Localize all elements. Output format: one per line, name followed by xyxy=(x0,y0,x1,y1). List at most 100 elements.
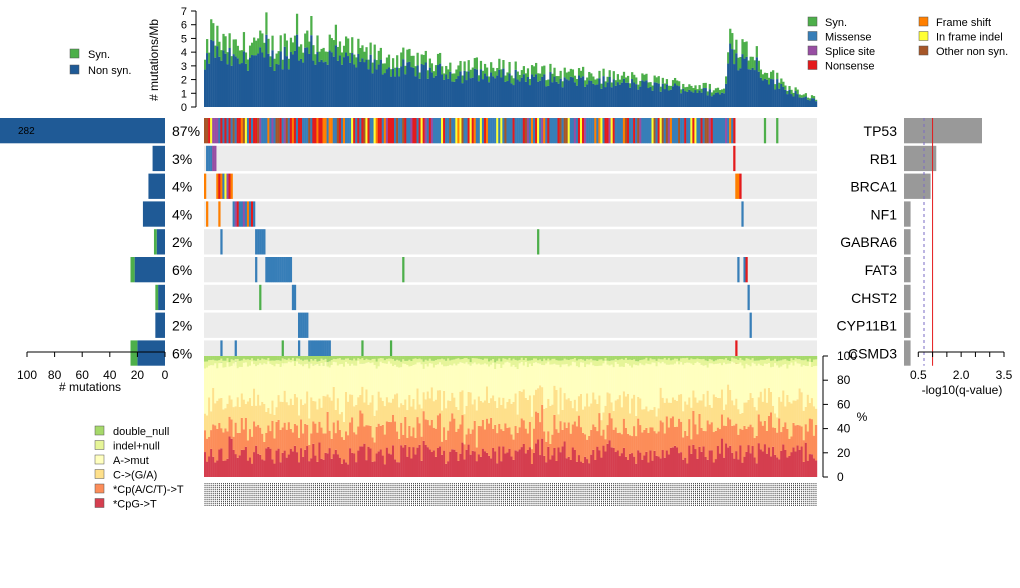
rate-bar-nonsyn xyxy=(224,53,227,107)
rate-bar-nonsyn xyxy=(504,81,507,107)
spectrum-segment xyxy=(682,364,685,412)
spectrum-segment xyxy=(404,363,407,400)
spectrum-segment xyxy=(541,364,544,388)
spectrum-segment xyxy=(408,395,411,426)
spectrum-segment xyxy=(436,359,440,365)
spectrum-segment xyxy=(669,418,673,448)
spectrum-segment xyxy=(402,447,405,477)
spectrum-segment xyxy=(244,362,248,405)
rate-bar-syn xyxy=(402,47,405,60)
spectrum-segment xyxy=(216,400,219,429)
oncoprint-cell xyxy=(547,118,550,144)
spectrum-segment xyxy=(455,358,458,366)
spectrum-segment xyxy=(204,368,207,414)
significance-tick-label: 3.5 xyxy=(996,368,1013,382)
rate-bar-nonsyn xyxy=(682,88,685,107)
rate-bar-syn xyxy=(371,62,374,74)
spectrum-segment xyxy=(494,369,497,402)
spectrum-segment xyxy=(216,368,219,401)
spectrum-segment xyxy=(516,451,519,477)
rate-bar-nonsyn xyxy=(320,59,323,107)
count-bar-nonsyn xyxy=(158,284,165,311)
spectrum-segment xyxy=(718,398,722,430)
rate-bar-nonsyn xyxy=(330,52,333,107)
spectrum-segment xyxy=(295,361,299,398)
spectrum-segment xyxy=(545,356,548,361)
spectrum-segment xyxy=(786,356,789,361)
spectrum-segment xyxy=(637,396,640,419)
oncoprint-cell xyxy=(275,257,278,283)
oncoprint-cell xyxy=(222,173,225,199)
rate-bar-syn xyxy=(565,72,568,80)
spectrum-segment xyxy=(565,363,568,400)
rate-bar-syn xyxy=(467,60,470,72)
rate-bar-syn xyxy=(620,75,624,83)
spectrum-segment xyxy=(763,420,767,445)
spectrum-segment xyxy=(659,363,662,388)
spectrum-segment xyxy=(549,443,552,460)
spectrum-segment xyxy=(342,459,346,477)
spectrum-segment xyxy=(208,365,211,398)
spectrum-segment xyxy=(657,408,660,432)
oncoprint-cell xyxy=(516,118,519,144)
spectrum-segment xyxy=(269,356,272,361)
spectrum-segment xyxy=(639,452,642,477)
rate-bar-nonsyn xyxy=(453,81,456,107)
spectrum-segment xyxy=(520,447,523,477)
spectrum-segment xyxy=(349,356,352,360)
oncoprint-cell xyxy=(383,118,387,144)
rate-bar-nonsyn xyxy=(263,57,266,107)
oncoprint-cell xyxy=(342,118,346,144)
spectrum-segment xyxy=(436,415,440,448)
count-bar-nonsyn xyxy=(156,229,165,255)
rate-bar-nonsyn xyxy=(406,62,409,107)
spectrum-segment xyxy=(759,359,763,366)
spectrum-segment xyxy=(661,356,664,360)
oncoprint-cell xyxy=(295,118,299,144)
spectrum-segment xyxy=(767,415,771,448)
spectrum-segment xyxy=(273,438,276,464)
rate-bar-nonsyn xyxy=(610,87,613,107)
spectrum-segment xyxy=(782,356,785,360)
spectrum-segment xyxy=(365,358,368,363)
spectrum-segment xyxy=(302,366,305,405)
spectrum-segment xyxy=(338,414,342,430)
spectrum-segment xyxy=(351,360,354,364)
spectrum-segment xyxy=(277,363,280,396)
rate-bar-nonsyn xyxy=(424,62,427,107)
spectrum-segment xyxy=(508,358,511,363)
count-bar-nonsyn xyxy=(0,118,165,144)
spectrum-segment xyxy=(387,402,391,422)
spectrum-segment xyxy=(743,456,746,477)
spectrum-segment xyxy=(467,428,470,445)
rate-bar-syn xyxy=(579,70,583,78)
spectrum-segment xyxy=(438,362,442,391)
rate-bar-syn xyxy=(688,84,691,90)
spectrum-segment xyxy=(759,449,763,477)
spectrum-segment xyxy=(653,356,656,360)
spectrum-segment xyxy=(647,360,650,365)
spectrum-segment xyxy=(477,425,481,455)
spectrum-segment xyxy=(436,364,440,391)
spectrum-segment xyxy=(492,362,495,396)
spectrum-segment xyxy=(257,394,260,426)
rate-bar-syn xyxy=(400,52,403,67)
rate-bar-syn xyxy=(590,73,593,81)
spectrum-segment xyxy=(759,356,763,360)
oncoprint-cell xyxy=(698,118,701,144)
spectrum-segment xyxy=(416,447,419,477)
spectrum-segment xyxy=(304,403,307,424)
oncoprint-cell xyxy=(559,118,562,144)
rate-bar-nonsyn xyxy=(596,84,599,107)
rate-bar-nonsyn xyxy=(555,81,558,107)
spectrum-segment xyxy=(770,367,773,392)
gene-percent-label: 2% xyxy=(172,234,192,250)
oncoprint-cell xyxy=(716,118,720,144)
spectrum-segment xyxy=(796,356,799,360)
rate-bar-syn xyxy=(692,88,695,93)
spectrum-segment xyxy=(275,356,278,361)
spectrum-segment xyxy=(381,400,385,425)
spectrum-segment xyxy=(739,428,742,446)
rate-bar-nonsyn xyxy=(430,72,434,107)
rate-bar-nonsyn xyxy=(710,96,713,107)
